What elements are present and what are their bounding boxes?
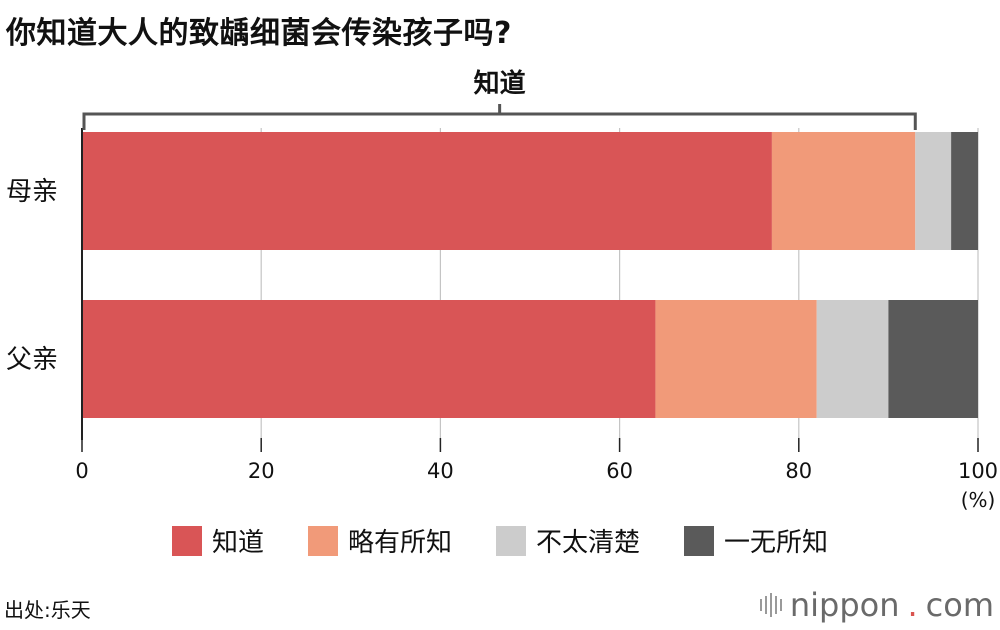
legend-item-1: 略有所知 — [307, 522, 452, 559]
bar-1-3 — [888, 300, 978, 418]
x-tick-label-5: 100 — [958, 459, 998, 483]
bar-0-2 — [915, 132, 952, 250]
brand-mark-icon — [759, 593, 782, 617]
brand-logo: nippon. com — [759, 586, 994, 624]
x-tick-label-0: 0 — [75, 459, 88, 483]
source-note: 出处:乐天 — [4, 598, 91, 622]
bar-0-3 — [951, 132, 978, 250]
bar-0-0 — [82, 132, 772, 250]
legend-item-2: 不太清楚 — [496, 522, 640, 559]
bar-1-2 — [816, 300, 889, 418]
legend-swatch-2 — [496, 525, 526, 556]
bar-1-0 — [82, 300, 656, 418]
brand-dot: . — [907, 586, 918, 624]
chart-legend: 知道 略有所知 不太清楚 一无所知 — [0, 522, 1000, 559]
legend-item-3: 一无所知 — [684, 522, 828, 559]
legend-swatch-1 — [307, 525, 338, 556]
legend-swatch-0 — [171, 525, 202, 556]
annotation-bracket — [82, 112, 917, 130]
brand-name: nippon — [789, 586, 900, 624]
legend-item-0: 知道 — [171, 522, 264, 559]
x-tick-label-1: 20 — [248, 459, 275, 483]
legend-label-0: 知道 — [211, 528, 264, 558]
x-tick-label-3: 60 — [606, 459, 633, 483]
annotation-label: 知道 — [474, 68, 526, 99]
x-tick-label-2: 40 — [427, 459, 454, 483]
legend-swatch-3 — [684, 525, 715, 556]
chart-title: 你知道大人的致龋细菌会传染孩子吗? — [6, 16, 512, 51]
legend-label-2: 不太清楚 — [536, 528, 641, 558]
legend-label-1: 略有所知 — [347, 528, 452, 558]
bar-1-1 — [655, 300, 817, 418]
category-label-1: 父亲 — [6, 345, 58, 375]
x-unit-label: (%) — [961, 488, 996, 512]
x-tick-label-4: 80 — [785, 459, 812, 483]
category-label-0: 母亲 — [6, 177, 58, 207]
bar-0-1 — [771, 132, 916, 250]
brand-tld: com — [925, 586, 994, 624]
legend-label-3: 一无所知 — [724, 528, 829, 558]
